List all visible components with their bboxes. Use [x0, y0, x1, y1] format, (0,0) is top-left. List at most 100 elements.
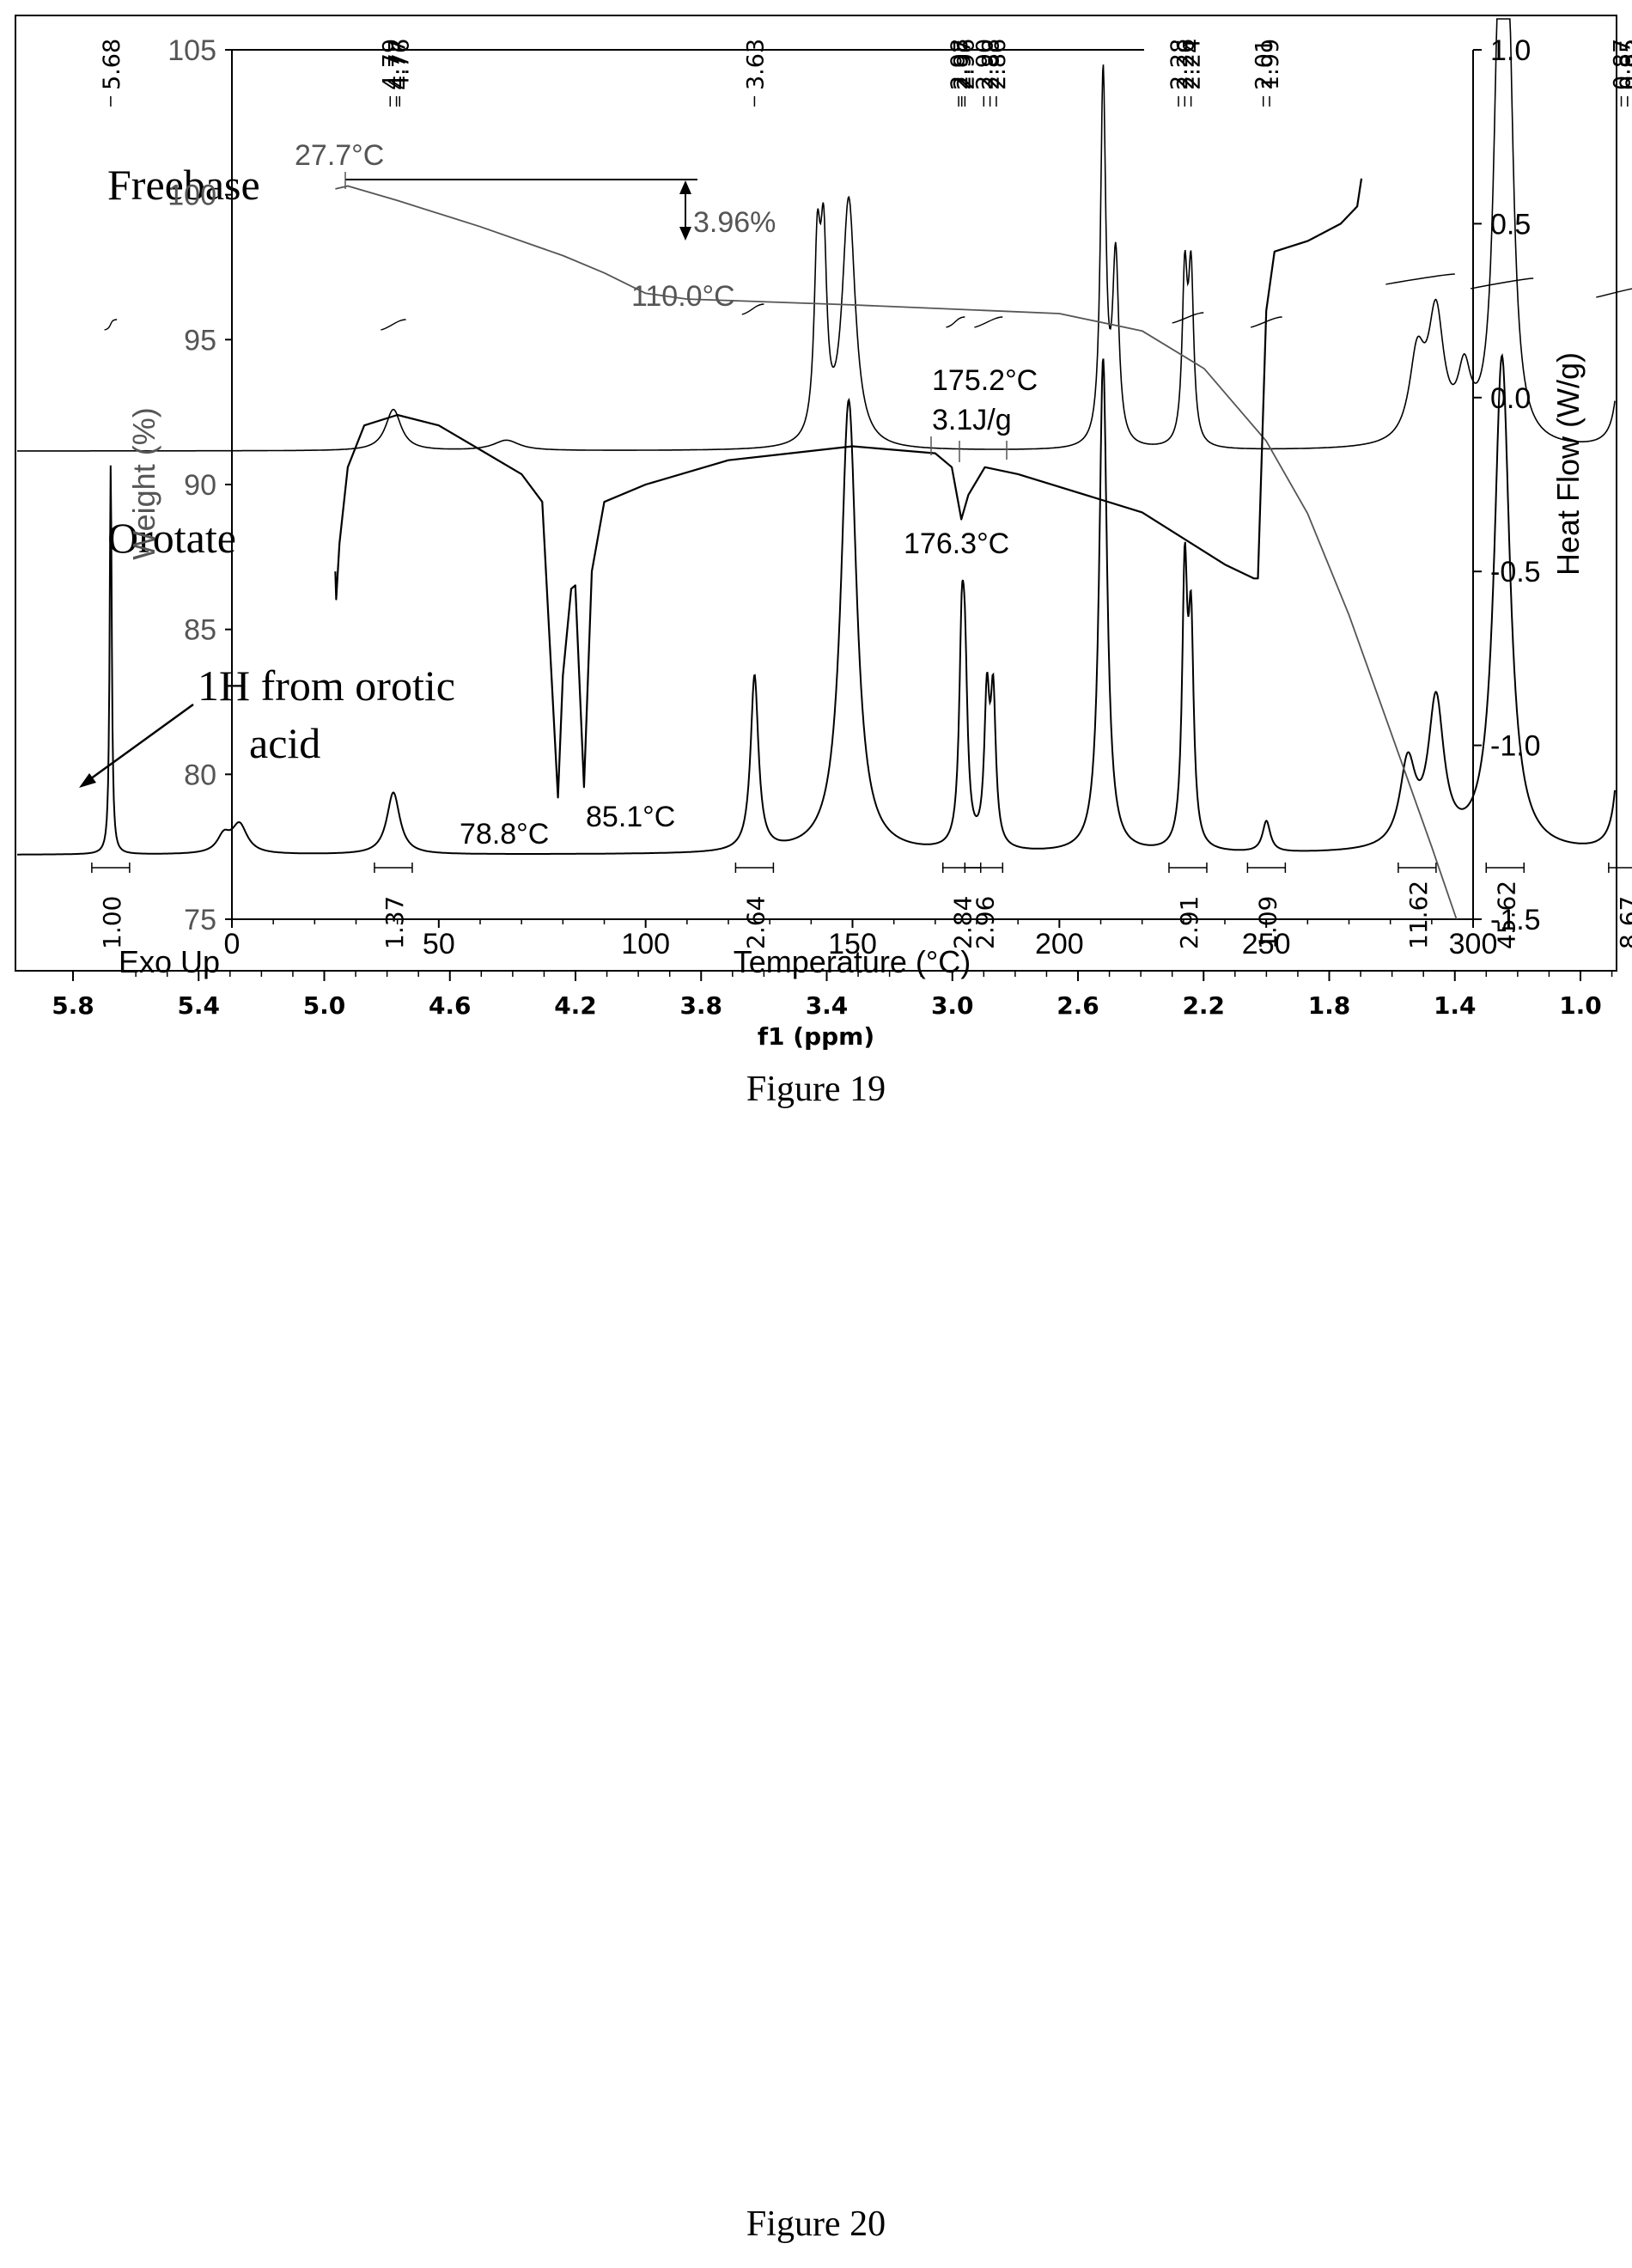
nmr-peak-label: 0.83 — [1622, 39, 1632, 90]
tga-x-tick-label: 200 — [1035, 928, 1084, 960]
nmr-peak-label: 2.01 — [1251, 39, 1278, 90]
nmr-integral-curve — [1596, 288, 1632, 298]
nmr-peak-label: 2.88 — [978, 39, 1005, 90]
tga-curve-weight — [335, 185, 1458, 920]
nmr-integral-value: 11.62 — [1404, 881, 1433, 949]
nmr-integral-curve — [974, 316, 1003, 328]
nmr-peak-label: 2.28 — [1166, 39, 1193, 90]
dsc-annotation-onset2: 175.2°C — [932, 364, 1038, 397]
tga-y2-tick-label: 0.5 — [1490, 208, 1531, 241]
tga-weight-step-arrow-up — [679, 180, 691, 194]
nmr-integral-value: 1.09 — [1253, 896, 1282, 949]
nmr-integral-value: 45.62 — [1492, 881, 1520, 949]
tga-y2-tick-label: -1.0 — [1490, 730, 1541, 763]
tga-dsc-chart: 0 50 100 150 200 250 300 75 80 85 90 95 100 105 -1.5 -1… — [119, 34, 1586, 979]
nmr-peak-label: 2.90 — [971, 39, 998, 90]
nmr-chart: 5.8 5.4 5.0 4.6 4.2 3.8 3.4 3.0 2.6 2.2 1.8 1.4 1.0 … — [15, 15, 1632, 1051]
nmr-integral-value: 2.64 — [741, 896, 770, 949]
nmr-series-label-freebase: Freebase — [107, 161, 260, 209]
tga-x-tick-label: 300 — [1449, 928, 1498, 960]
dsc-annotation-peak3: 176.3°C — [904, 527, 1009, 560]
tga-annotation-onset: 27.7°C — [295, 139, 384, 172]
nmr-x-tick-label: 5.0 — [303, 991, 346, 1020]
tga-y-tick-label: 95 — [184, 324, 216, 357]
nmr-integral-value: 2.84 — [949, 896, 977, 949]
nmr-peak-label: 0.87 — [1610, 39, 1632, 90]
dsc-annotation-peak1: 78.8°C — [460, 818, 549, 850]
tga-y-tick-label: 80 — [184, 759, 216, 791]
nmr-x-tick-label: 4.6 — [429, 991, 472, 1020]
nmr-integral-value: 1.00 — [98, 896, 126, 949]
figure20-caption: Figure 20 — [746, 2204, 886, 2244]
nmr-peak-label: 2.86 — [984, 39, 1011, 90]
nmr-x-tick-label: 3.8 — [679, 991, 722, 1020]
nmr-peak-label: 5.68 — [99, 39, 125, 90]
nmr-x-tick-label: 3.4 — [806, 991, 849, 1020]
tga-x-tick-label: 50 — [423, 928, 455, 960]
tga-curve-heat-flow — [334, 178, 1363, 799]
nmr-peak-label: 2.24 — [1179, 39, 1206, 90]
nmr-peak-label: 2.26 — [1172, 39, 1199, 90]
tga-x-tick-label: 0 — [224, 928, 241, 960]
nmr-x-tick-label: 1.8 — [1308, 991, 1351, 1020]
tga-y2-tick-label: 0.0 — [1490, 382, 1531, 415]
tga-x-tick-label: 100 — [621, 928, 670, 960]
nmr-annotation-arrowhead — [79, 773, 96, 788]
nmr-peak-label: 4.76 — [387, 39, 414, 90]
nmr-integral-value: 2.96 — [971, 896, 999, 949]
nmr-x-axis-title: f1 (ppm) — [758, 1022, 874, 1051]
nmr-integral-value: 2.91 — [1175, 896, 1203, 949]
tga-annotation-end: 110.0°C — [631, 280, 735, 313]
tga-y2-tick-label: -1.5 — [1490, 904, 1541, 936]
nmr-peak-label: 4.77 — [385, 39, 411, 90]
tga-y-tick-label: 75 — [184, 904, 216, 936]
nmr-integral-value: 8.67 — [1615, 896, 1632, 949]
nmr-peak-label: 1.99 — [1257, 39, 1284, 90]
nmr-annotation-arrow — [83, 703, 194, 785]
tga-y-axis-title: Weight (%) — [126, 407, 161, 559]
nmr-integral-value: 1.37 — [381, 896, 409, 949]
nmr-peak-label: 0.85 — [1616, 39, 1632, 90]
dsc-annotation-enthalpy: 3.1J/g — [932, 404, 1012, 436]
tga-weight-step-arrow-down — [679, 227, 691, 241]
tga-y-tick-label: 85 — [184, 614, 216, 647]
nmr-peak-label: 2.96 — [953, 39, 979, 90]
nmr-integral-curve — [381, 319, 406, 331]
nmr-x-tick-label: 1.4 — [1434, 991, 1477, 1020]
dsc-annotation-peak2: 85.1°C — [586, 801, 675, 833]
nmr-x-tick-label: 5.4 — [177, 991, 220, 1020]
nmr-spectrum-freebase — [17, 18, 1616, 452]
nmr-peak-label: 3.63 — [742, 39, 769, 90]
nmr-series-label-orotate: Orotate — [107, 514, 236, 562]
nmr-x-tick-label: 5.8 — [52, 991, 94, 1020]
nmr-annotation-line2: acid — [249, 719, 320, 767]
tga-y2-tick-label: 1.0 — [1490, 34, 1531, 67]
tga-y-tick-label: 105 — [167, 34, 216, 67]
tga-y2-tick-label: -0.5 — [1490, 556, 1541, 588]
nmr-peak-label: 4.79 — [378, 39, 405, 90]
nmr-integral-curve — [741, 303, 764, 315]
nmr-x-tick-label: 1.0 — [1559, 991, 1602, 1020]
tga-x-tick-label: 250 — [1242, 928, 1291, 960]
nmr-integral-curve — [1470, 277, 1534, 290]
nmr-annotation-line1: 1H from orotic — [198, 662, 455, 710]
nmr-peak-label: 2.98 — [947, 39, 973, 90]
nmr-integral-curve — [104, 319, 118, 331]
nmr-spectrum-orotate — [17, 352, 1616, 856]
tga-corner-label: Exo Up — [119, 944, 220, 979]
tga-x-tick-label: 150 — [828, 928, 877, 960]
nmr-x-tick-label: 3.0 — [931, 991, 974, 1020]
nmr-integral-curve — [1172, 312, 1204, 324]
nmr-x-tick-label: 4.2 — [554, 991, 597, 1020]
tga-annotation-weight-loss: 3.96% — [693, 206, 776, 239]
figure19-caption: Figure 19 — [746, 1070, 886, 1109]
nmr-peak-label: 2.97 — [950, 39, 977, 90]
tga-y-tick-label: 90 — [184, 469, 216, 502]
tga-x-axis-title: Temperature (°C) — [734, 944, 971, 979]
tga-y2-axis-title: Heat Flow (W/g) — [1550, 352, 1586, 576]
nmr-x-tick-label: 2.2 — [1182, 991, 1225, 1020]
nmr-integral-curve — [946, 316, 965, 328]
nmr-integral-curve — [1385, 273, 1455, 285]
nmr-x-tick-label: 2.6 — [1057, 991, 1099, 1020]
tga-y-tick-label: 100 — [167, 180, 216, 212]
